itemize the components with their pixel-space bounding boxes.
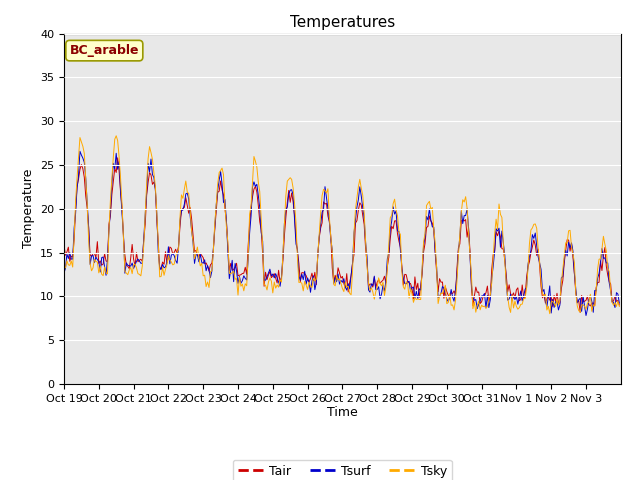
Title: Temperatures: Temperatures	[290, 15, 395, 30]
Tair	[458, 218, 465, 224]
Tsky	[614, 299, 621, 304]
Y-axis label: Temperature: Temperature	[22, 169, 35, 249]
Tair	[616, 302, 623, 308]
Legend: Tair, Tsurf, Tsky: Tair, Tsurf, Tsky	[233, 460, 452, 480]
Tsky	[546, 311, 554, 316]
Tsky	[113, 133, 120, 139]
Tsky	[97, 264, 104, 269]
Tair	[60, 242, 68, 248]
Tair	[97, 258, 104, 264]
Line: Tair: Tair	[64, 158, 620, 312]
Tsurf	[540, 287, 548, 292]
Tsurf	[582, 312, 590, 318]
Line: Tsurf: Tsurf	[64, 151, 620, 315]
Tsurf	[76, 148, 84, 154]
Tsurf	[98, 255, 106, 261]
Tair	[614, 298, 621, 303]
Tsky	[348, 292, 355, 298]
Tsurf	[616, 300, 623, 306]
Tsurf	[60, 270, 68, 276]
Tair	[540, 292, 548, 298]
Tsurf	[458, 208, 465, 214]
Line: Tsky: Tsky	[64, 136, 620, 313]
Text: BC_arable: BC_arable	[70, 44, 139, 57]
Tair	[79, 166, 86, 171]
Tsky	[616, 304, 623, 310]
Tsurf	[348, 273, 355, 278]
Tsky	[458, 209, 465, 215]
Tsky	[540, 293, 548, 299]
Tair	[577, 310, 584, 315]
Tair	[114, 155, 122, 161]
X-axis label: Time: Time	[327, 407, 358, 420]
Tsurf	[81, 159, 88, 165]
Tsky	[60, 264, 68, 270]
Tair	[348, 273, 355, 278]
Tsurf	[614, 291, 621, 297]
Tsky	[79, 144, 86, 149]
